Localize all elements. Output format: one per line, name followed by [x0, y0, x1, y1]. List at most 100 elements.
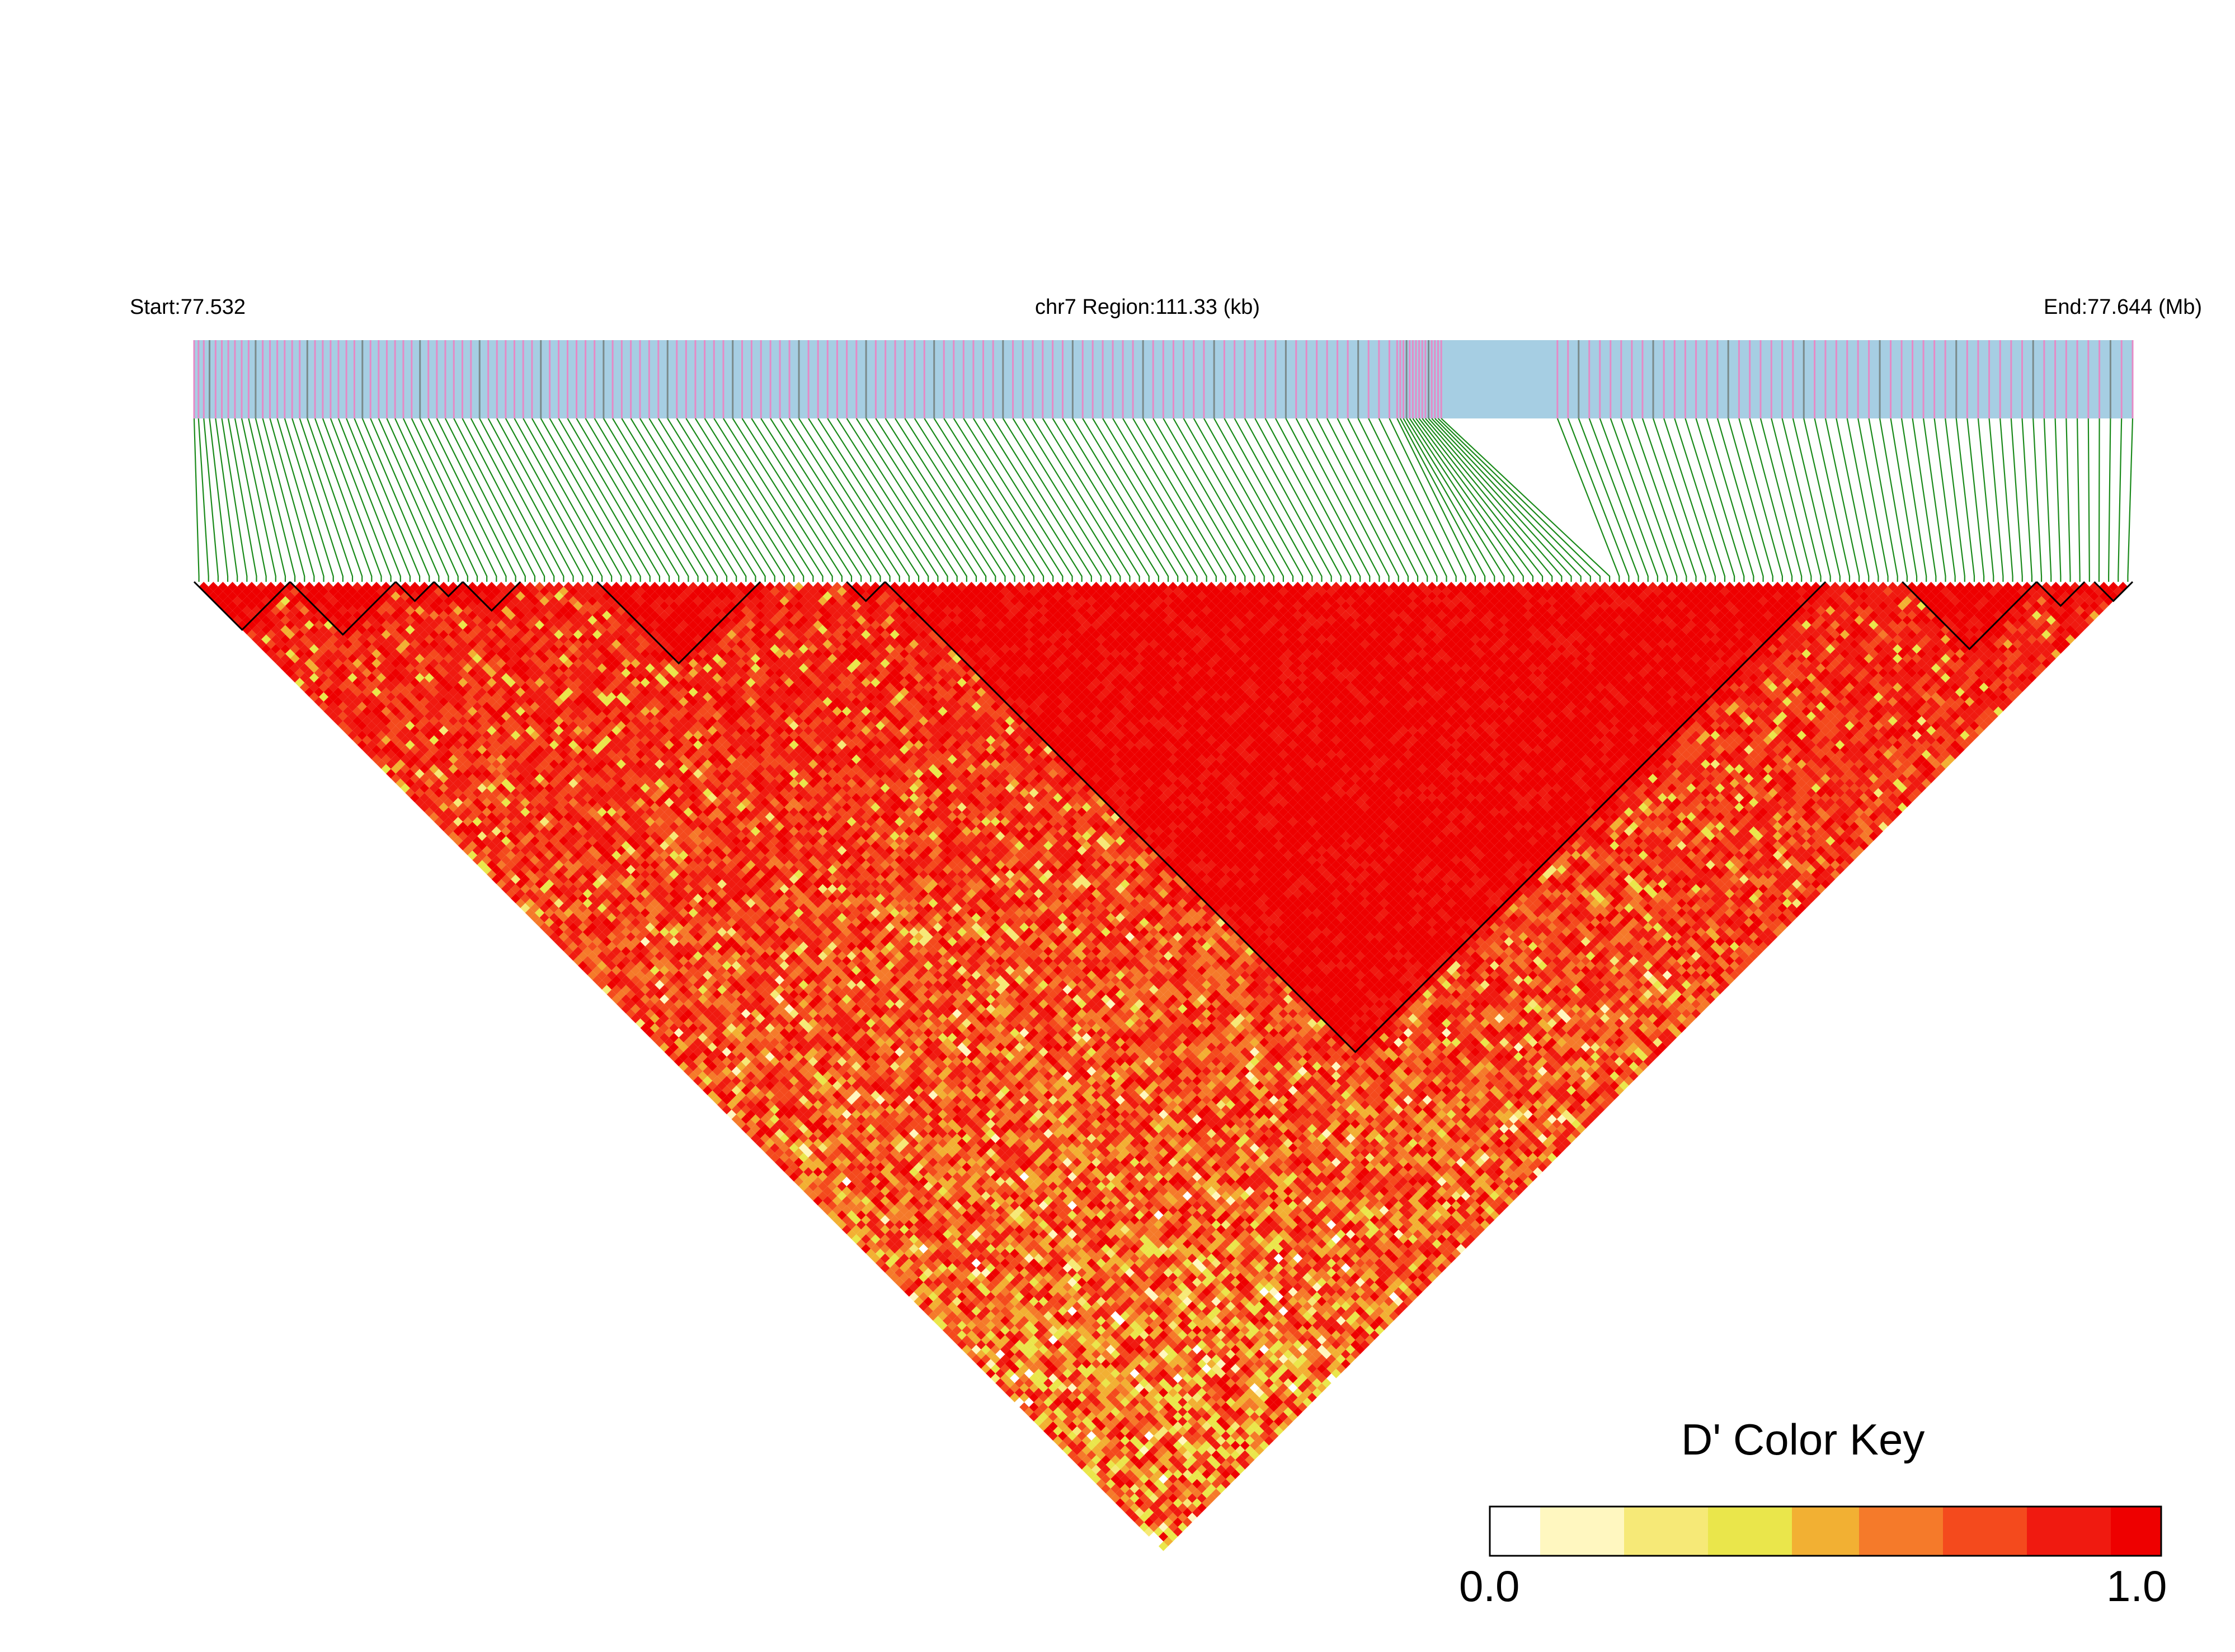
ld-cell: [1173, 596, 1183, 606]
ld-cell: [314, 582, 324, 592]
ld-cell: [2022, 601, 2032, 611]
ld-cell: [636, 596, 646, 606]
ld-cell: [1624, 596, 1634, 606]
snp-connector: [639, 418, 737, 582]
ld-cell: [2070, 601, 2080, 611]
ld-cell: [1115, 586, 1125, 596]
snp-connector: [1002, 418, 1102, 582]
ld-cell: [1163, 586, 1173, 596]
ld-cell: [1782, 601, 1792, 611]
ld-cell: [1398, 601, 1408, 611]
ld-cell: [285, 591, 295, 601]
ld-cell: [1960, 586, 1970, 596]
snp-connector: [419, 418, 497, 582]
ld-cell: [1077, 586, 1087, 596]
ld-cell: [1768, 596, 1778, 606]
ld-cell: [1111, 591, 1121, 601]
ld-cell: [213, 586, 223, 596]
ld-cell: [515, 601, 525, 611]
ld-cell: [1038, 586, 1048, 596]
ld-cell: [563, 601, 573, 611]
ld-cell: [1724, 601, 1735, 611]
ld-cell: [1057, 586, 1067, 596]
ld-cell: [223, 596, 233, 606]
ld-cell: [1701, 586, 1711, 596]
ld-cell: [487, 601, 497, 611]
ld-cell: [1964, 601, 1974, 611]
ld-cell: [904, 596, 914, 606]
ld-cell: [865, 586, 876, 596]
ld-cell: [1192, 596, 1202, 606]
ld-cell: [1936, 601, 1946, 611]
snp-connector: [1988, 418, 2004, 582]
ld-cell: [280, 596, 290, 606]
ld-cell: [1336, 596, 1346, 606]
ld-cell: [1149, 601, 1159, 611]
ld-cell: [1403, 596, 1413, 606]
ld-cell: [1796, 596, 1806, 606]
snp-connector: [1431, 418, 1582, 582]
ld-cell: [390, 591, 401, 601]
ld-cell: [1072, 601, 1082, 611]
snp-connector: [846, 418, 948, 582]
ld-cell: [1489, 586, 1499, 596]
ld-cell: [2075, 586, 2085, 596]
ld-cell: [1014, 601, 1024, 611]
ld-cell: [318, 586, 329, 596]
snp-connector: [234, 418, 267, 582]
ld-cell: [1451, 586, 1461, 596]
snp-connector: [1610, 418, 1668, 582]
snp-connector: [695, 418, 795, 582]
ld-cell: [439, 591, 449, 601]
snp-connector: [2021, 418, 2032, 582]
ld-cell: [520, 586, 530, 596]
snp-connector: [1092, 418, 1188, 582]
ld-cell: [1566, 586, 1577, 596]
ld-cell: [1662, 596, 1672, 606]
snp-connector: [2087, 418, 2090, 582]
ld-cell: [693, 596, 703, 606]
ld-cell: [275, 601, 285, 611]
ld-cell: [242, 596, 252, 606]
snp-connector: [798, 418, 900, 582]
ld-cell: [688, 601, 698, 611]
ld-cell: [645, 596, 655, 606]
ld-cell: [1691, 596, 1701, 606]
ld-cell: [1408, 601, 1418, 611]
snp-connector: [215, 418, 238, 582]
snp-connector: [370, 418, 440, 582]
ld-cell: [1364, 586, 1375, 596]
snp-connector: [193, 418, 200, 582]
snp-connector: [1955, 418, 1975, 582]
snp-connector: [953, 418, 1054, 582]
snp-connector: [1062, 418, 1160, 582]
ld-cell: [1561, 601, 1571, 611]
ld-cell: [467, 601, 478, 611]
snp-connector: [884, 418, 987, 582]
ld-cell: [405, 586, 415, 596]
ld-cell: [1321, 601, 1331, 611]
ld-cell: [942, 586, 953, 596]
snp-connector: [1728, 418, 1773, 582]
ld-cell: [204, 586, 214, 596]
snp-connector: [1922, 418, 1946, 582]
ld-cell: [1556, 586, 1566, 596]
ld-cell: [333, 601, 343, 611]
snp-connector: [603, 418, 699, 582]
ld-cell: [386, 586, 396, 596]
snp-connector: [741, 418, 843, 582]
ld-cell: [1984, 601, 1994, 611]
ld-cell: [611, 601, 622, 611]
ld-cell: [429, 601, 439, 611]
ld-cell: [698, 591, 708, 601]
snp-connector: [411, 418, 488, 582]
snp-connector: [1072, 418, 1169, 582]
ld-cell: [1585, 596, 1596, 606]
ld-cell: [1542, 601, 1552, 611]
ld-cell: [1720, 596, 1730, 606]
snp-connector: [685, 418, 785, 582]
snp-connector: [2065, 418, 2071, 582]
ld-cell: [251, 596, 262, 606]
ld-cell: [496, 601, 506, 611]
ld-cell: [1921, 586, 1931, 596]
